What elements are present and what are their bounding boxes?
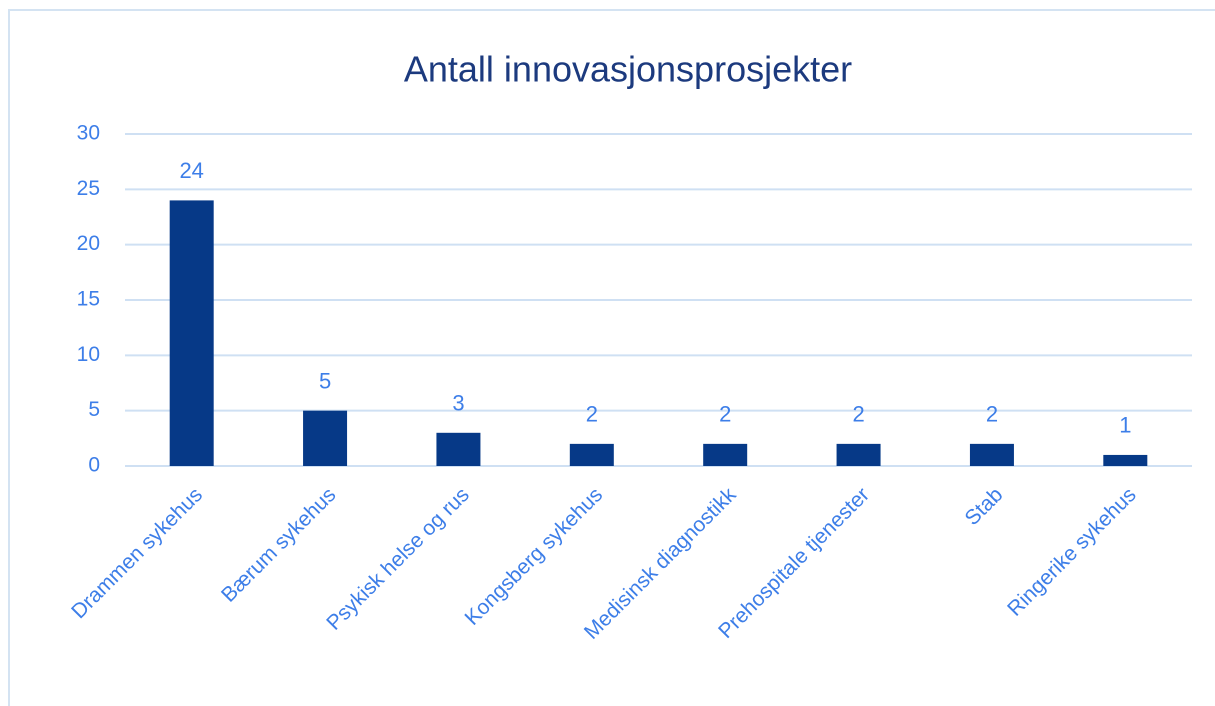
data-label: 3	[452, 391, 464, 416]
bar	[1103, 454, 1148, 466]
bar	[969, 443, 1014, 466]
data-label: 2	[986, 402, 998, 427]
data-label: 1	[1119, 413, 1131, 438]
bar	[169, 200, 214, 466]
data-label: 2	[586, 402, 598, 427]
bar	[436, 432, 481, 466]
data-label: 24	[179, 158, 203, 183]
x-tick-label: Ringerike sykehus	[1003, 483, 1141, 621]
data-label: 2	[719, 402, 731, 427]
y-tick-label: 30	[77, 122, 100, 145]
y-tick-label: 10	[77, 343, 100, 366]
x-tick-label: Stab	[961, 483, 1008, 530]
x-tick-label: Drammen sykehus	[67, 483, 207, 623]
bar	[303, 410, 348, 466]
x-tick-label: Medisinsk diagnostikk	[580, 483, 741, 644]
bar	[569, 443, 614, 466]
bar	[703, 443, 748, 466]
x-tick-label: Prehospitale tjenester	[714, 483, 874, 643]
data-label: 2	[852, 402, 864, 427]
chart-frame	[8, 9, 1215, 706]
x-tick-label: Bærum sykehus	[217, 483, 341, 607]
x-tick-label: Kongsberg sykehus	[461, 483, 608, 630]
y-tick-label: 5	[88, 398, 100, 421]
y-tick-label: 25	[77, 177, 100, 200]
chart-title: Antall innovasjonsprosjekter	[404, 49, 852, 90]
y-tick-label: 15	[77, 288, 100, 311]
y-tick-label: 0	[88, 454, 100, 477]
bar	[836, 443, 881, 466]
data-label: 5	[319, 368, 331, 393]
x-tick-label: Psykisk helse og rus	[322, 483, 474, 635]
y-tick-label: 20	[77, 232, 100, 255]
